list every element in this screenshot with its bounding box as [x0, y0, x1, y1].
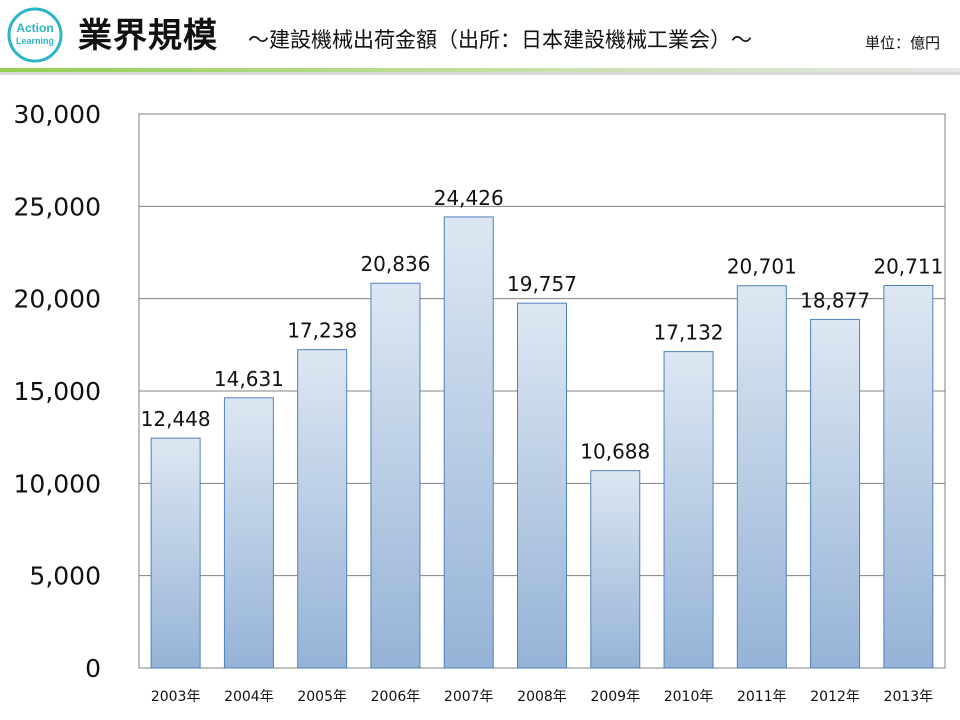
- x-tick-label: 2010年: [664, 689, 714, 705]
- y-tick-label: 30,000: [14, 100, 101, 129]
- action-learning-logo: Action Learning: [7, 7, 63, 63]
- y-tick-label: 25,000: [14, 192, 101, 221]
- header-divider: [0, 68, 960, 75]
- bar-2004年: [223, 397, 274, 669]
- bar-2005年: [297, 349, 348, 669]
- x-tick-label: 2004年: [224, 689, 274, 705]
- data-label: 24,426: [434, 186, 504, 210]
- data-label: 19,757: [507, 272, 577, 296]
- x-tick-label: 2013年: [884, 689, 934, 705]
- data-label: 20,836: [360, 252, 430, 276]
- x-tick-label: 2005年: [297, 689, 347, 705]
- x-tick-label: 2009年: [590, 689, 640, 705]
- y-tick-label: 0: [85, 654, 101, 683]
- x-tick-label: 2011年: [737, 689, 787, 705]
- y-axis-tick-labels: 0 5,000 10,000 15,000 20,000 25,000 30,000: [14, 100, 101, 683]
- logo-ring: [7, 7, 63, 63]
- y-tick-label: 20,000: [14, 285, 101, 314]
- data-label: 20,711: [873, 255, 943, 279]
- data-label: 17,238: [287, 319, 357, 343]
- x-tick-label: 2012年: [810, 689, 860, 705]
- bar-2007年: [443, 216, 494, 669]
- y-tick-label: 5,000: [29, 562, 101, 591]
- y-tick-label: 10,000: [14, 469, 101, 498]
- data-label: 14,631: [214, 367, 284, 391]
- page-subtitle: ～建設機械出荷金額（出所：日本建設機械工業会）～: [248, 28, 752, 52]
- x-axis-tick-labels: 2003年 2004年 2005年 2006年 2007年 2008年 2009年 2010年…: [151, 689, 933, 705]
- bar-2010年: [663, 351, 714, 669]
- data-label: 12,448: [141, 407, 211, 431]
- logo-text-learning: Learning: [16, 36, 54, 46]
- bar-2008年: [517, 302, 567, 669]
- x-tick-label: 2007年: [444, 689, 494, 705]
- bars: [150, 216, 934, 669]
- data-label: 17,132: [654, 321, 724, 345]
- x-tick-label: 2006年: [371, 689, 421, 705]
- data-label: 20,701: [727, 255, 797, 279]
- divider-green: [0, 68, 960, 72]
- logo-text-action: Action: [16, 21, 53, 35]
- bar-2009年: [590, 470, 641, 669]
- y-tick-label: 15,000: [14, 377, 101, 406]
- bar-2003年: [150, 437, 201, 669]
- unit-label: 単位：億円: [864, 34, 940, 52]
- x-tick-label: 2003年: [151, 689, 201, 705]
- page-title: 業界規模: [78, 16, 218, 56]
- bar-2006年: [370, 282, 421, 669]
- bar-2013年: [883, 285, 934, 669]
- bar-2011年: [736, 285, 787, 669]
- x-tick-label: 2008年: [517, 689, 567, 705]
- data-label: 18,877: [800, 288, 870, 312]
- data-label: 10,688: [580, 440, 650, 464]
- divider-gray: [0, 72, 960, 75]
- bar-chart: 0 5,000 10,000 15,000 20,000 25,000 30,000 12,…: [14, 100, 946, 705]
- bar-2012年: [810, 318, 861, 669]
